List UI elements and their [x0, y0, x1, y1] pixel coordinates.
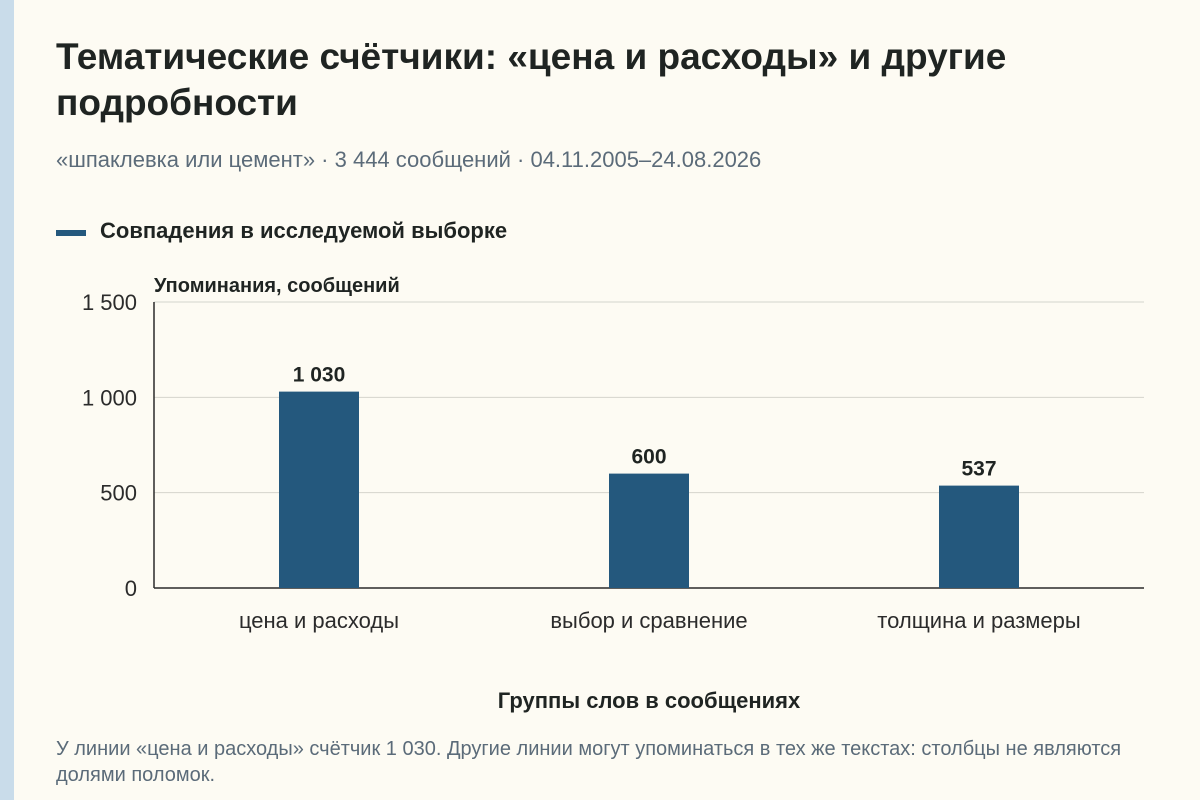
- x-axis-title: Группы слов в сообщениях: [498, 688, 801, 713]
- footnote: У линии «цена и расходы» счётчик 1 030. …: [56, 738, 1122, 786]
- bars: 1 030 600 537: [279, 364, 1019, 588]
- chart-subtitle: «шпаклевка или цемент» · 3 444 сообщений…: [56, 147, 762, 172]
- chart-title: Тематические счётчики: «цена и расходы» …: [56, 36, 1007, 123]
- bar: [939, 485, 1019, 588]
- y-axis-title: Упоминания, сообщений: [154, 275, 400, 297]
- bar-value-label: 600: [631, 446, 666, 469]
- x-tick-label: толщина и размеры: [877, 608, 1080, 633]
- y-tick-label: 0: [125, 576, 137, 601]
- y-tick-label: 1 000: [82, 385, 137, 410]
- accent-stripe: [0, 0, 14, 800]
- legend-label: Совпадения в исследуемой выборке: [100, 218, 508, 243]
- y-tick-label: 500: [100, 481, 137, 506]
- y-tick-label: 1 500: [82, 290, 137, 315]
- bar-value-label: 1 030: [293, 364, 346, 387]
- y-axis: 0 500 1 000 1 500: [82, 290, 155, 601]
- x-tick-label: выбор и сравнение: [550, 608, 747, 633]
- x-axis: цена и расходы выбор и сравнение толщина и…: [154, 587, 1144, 633]
- bar: [609, 473, 689, 588]
- bar-value-label: 537: [961, 458, 996, 481]
- x-tick-label: цена и расходы: [239, 608, 399, 633]
- legend: Совпадения в исследуемой выборке: [56, 218, 507, 244]
- legend-swatch: [56, 230, 86, 236]
- bar: [279, 391, 359, 588]
